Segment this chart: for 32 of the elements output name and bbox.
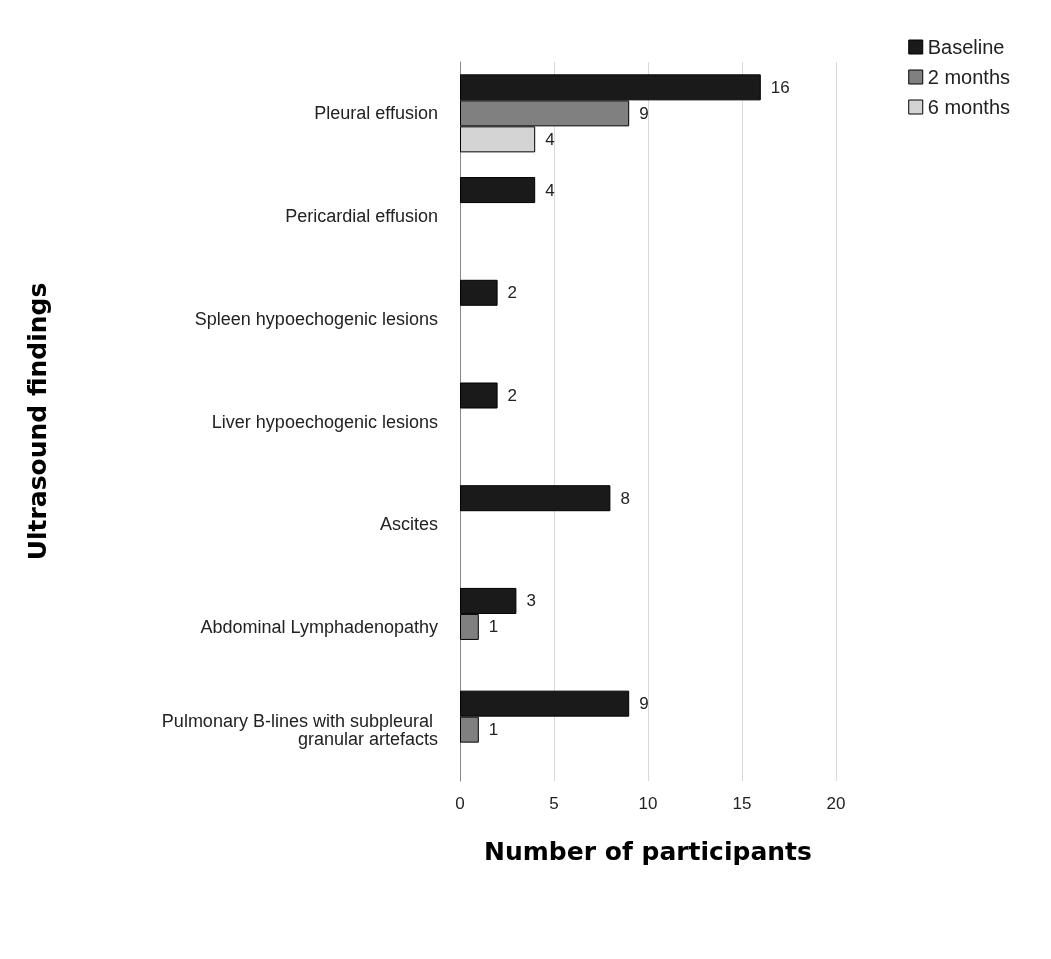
data-label: 2 — [507, 386, 518, 405]
data-label: 3 — [526, 591, 536, 611]
x-tick-label: 0 — [455, 794, 465, 813]
bar — [460, 382, 498, 409]
y-axis-title: Ultrasound findings — [23, 282, 52, 561]
y-tick-label: Pulmonary B-lines with subpleural granular artefacts — [161, 710, 438, 749]
data-label: 8 — [620, 488, 630, 508]
legend-label: 2 months — [927, 66, 1010, 88]
data-label: 9 — [639, 103, 649, 123]
y-tick-label: Liver hypoechogenic lesions — [211, 411, 438, 432]
x-tick-label: 5 — [549, 794, 559, 813]
bar — [460, 279, 498, 306]
y-tick-label: Pericardial effusion — [285, 206, 438, 227]
y-tick-label: Spleen hypoechogenic lesions — [194, 308, 438, 329]
y-tick-label: Pleural effusion — [314, 103, 438, 124]
data-label: 4 — [545, 129, 555, 149]
data-label: 4 — [545, 180, 555, 200]
bar — [460, 177, 536, 204]
bar — [460, 485, 611, 512]
x-tick-label: 20 — [826, 794, 846, 813]
x-tick-label: 15 — [732, 794, 752, 813]
x-tick-label: 10 — [638, 794, 658, 813]
legend-label: 6 months — [927, 96, 1010, 118]
data-label: 16 — [770, 77, 790, 97]
x-axis-title: Number of participants — [484, 837, 812, 866]
y-tick-label: Ascites — [379, 514, 438, 535]
data-label: 1 — [488, 617, 499, 637]
data-label: 2 — [507, 283, 518, 303]
legend-label: Baseline — [927, 36, 1005, 58]
y-tick-label: Abdominal Lymphadenopathy — [200, 616, 438, 637]
data-label: 1 — [488, 720, 499, 740]
data-label: 9 — [639, 694, 649, 714]
